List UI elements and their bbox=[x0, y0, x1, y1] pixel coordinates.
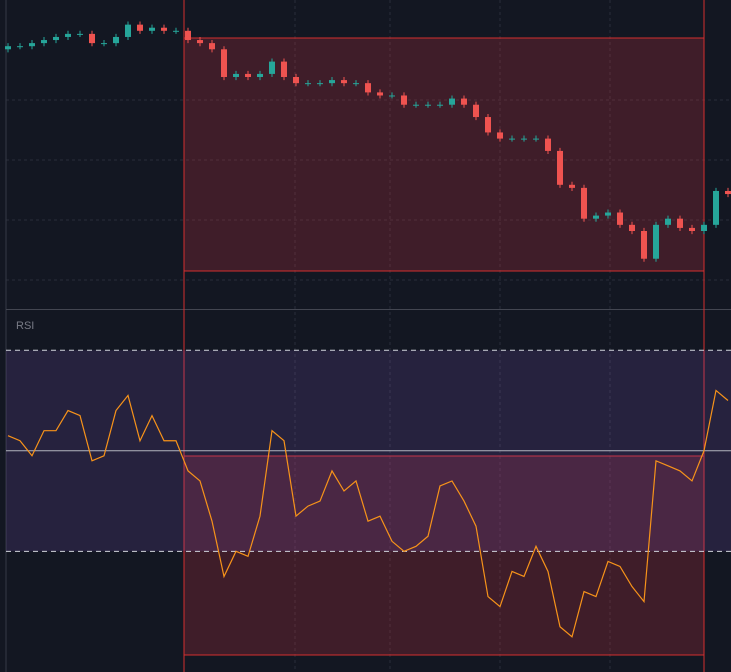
candle-body bbox=[461, 98, 467, 105]
candle-body bbox=[185, 30, 191, 41]
candle-body bbox=[497, 132, 503, 139]
candle-body bbox=[161, 27, 167, 31]
candle-body bbox=[425, 104, 431, 106]
candle-body bbox=[101, 43, 107, 45]
candle-body bbox=[617, 212, 623, 225]
candle-body bbox=[569, 184, 575, 188]
candle-body bbox=[581, 187, 587, 219]
candle-body bbox=[677, 218, 683, 228]
candle-body bbox=[485, 117, 491, 133]
candle-body bbox=[113, 36, 119, 44]
candle-body bbox=[629, 224, 635, 231]
candle-body bbox=[509, 138, 515, 140]
candle-body bbox=[89, 33, 95, 44]
candle-body bbox=[137, 24, 143, 31]
candle-body bbox=[53, 36, 59, 41]
candle-body bbox=[29, 43, 35, 47]
candle-body bbox=[521, 138, 527, 140]
rsi-line bbox=[7, 389, 729, 638]
candle-body bbox=[269, 61, 275, 74]
candle-body bbox=[593, 215, 599, 219]
candle-body bbox=[77, 33, 83, 35]
candle-body bbox=[449, 98, 455, 105]
candle-body bbox=[149, 27, 155, 31]
candle-body bbox=[713, 190, 719, 225]
candle-body bbox=[437, 104, 443, 106]
candle-body bbox=[353, 83, 359, 85]
grid bbox=[6, 0, 731, 672]
candle-body bbox=[653, 224, 659, 259]
selection-box[interactable] bbox=[183, 37, 705, 272]
candle-body bbox=[329, 80, 335, 84]
candle-body bbox=[125, 24, 131, 37]
candle-body bbox=[665, 218, 671, 225]
candle-body bbox=[65, 33, 71, 37]
candle-body bbox=[413, 104, 419, 106]
candle-body bbox=[341, 80, 347, 84]
candle-body bbox=[473, 104, 479, 118]
candle-body bbox=[545, 138, 551, 151]
candle-body bbox=[389, 95, 395, 97]
candle-body bbox=[245, 73, 251, 77]
candle-body bbox=[641, 231, 647, 259]
candle-body bbox=[221, 49, 227, 77]
candle-body bbox=[605, 212, 611, 216]
candle-body bbox=[209, 43, 215, 50]
candle-body bbox=[557, 150, 563, 185]
candle-body bbox=[41, 40, 47, 44]
pane-title: RSI bbox=[16, 320, 34, 332]
candle-body bbox=[281, 61, 287, 77]
candle-body bbox=[533, 138, 539, 140]
candle-body bbox=[5, 46, 11, 50]
candle-body bbox=[701, 224, 707, 231]
candle-body bbox=[401, 95, 407, 105]
candle-body bbox=[197, 40, 203, 44]
candle-body bbox=[365, 83, 371, 93]
candle-body bbox=[293, 77, 299, 84]
candle-body bbox=[377, 92, 383, 96]
candle-body bbox=[725, 190, 731, 195]
candle-body bbox=[173, 30, 179, 32]
candle-body bbox=[233, 73, 239, 77]
candle-body bbox=[305, 83, 311, 85]
candle-body bbox=[257, 73, 263, 77]
candle-body bbox=[317, 83, 323, 85]
candle-body bbox=[689, 227, 695, 231]
candle-body bbox=[17, 46, 23, 48]
